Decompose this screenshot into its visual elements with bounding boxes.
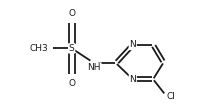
Text: S: S [69, 44, 75, 53]
Text: N: N [129, 75, 136, 84]
Text: N: N [129, 40, 136, 49]
Text: CH3: CH3 [30, 44, 49, 53]
Text: Cl: Cl [166, 92, 175, 101]
Text: O: O [68, 9, 75, 17]
Text: NH: NH [87, 63, 101, 72]
Text: O: O [68, 79, 75, 88]
